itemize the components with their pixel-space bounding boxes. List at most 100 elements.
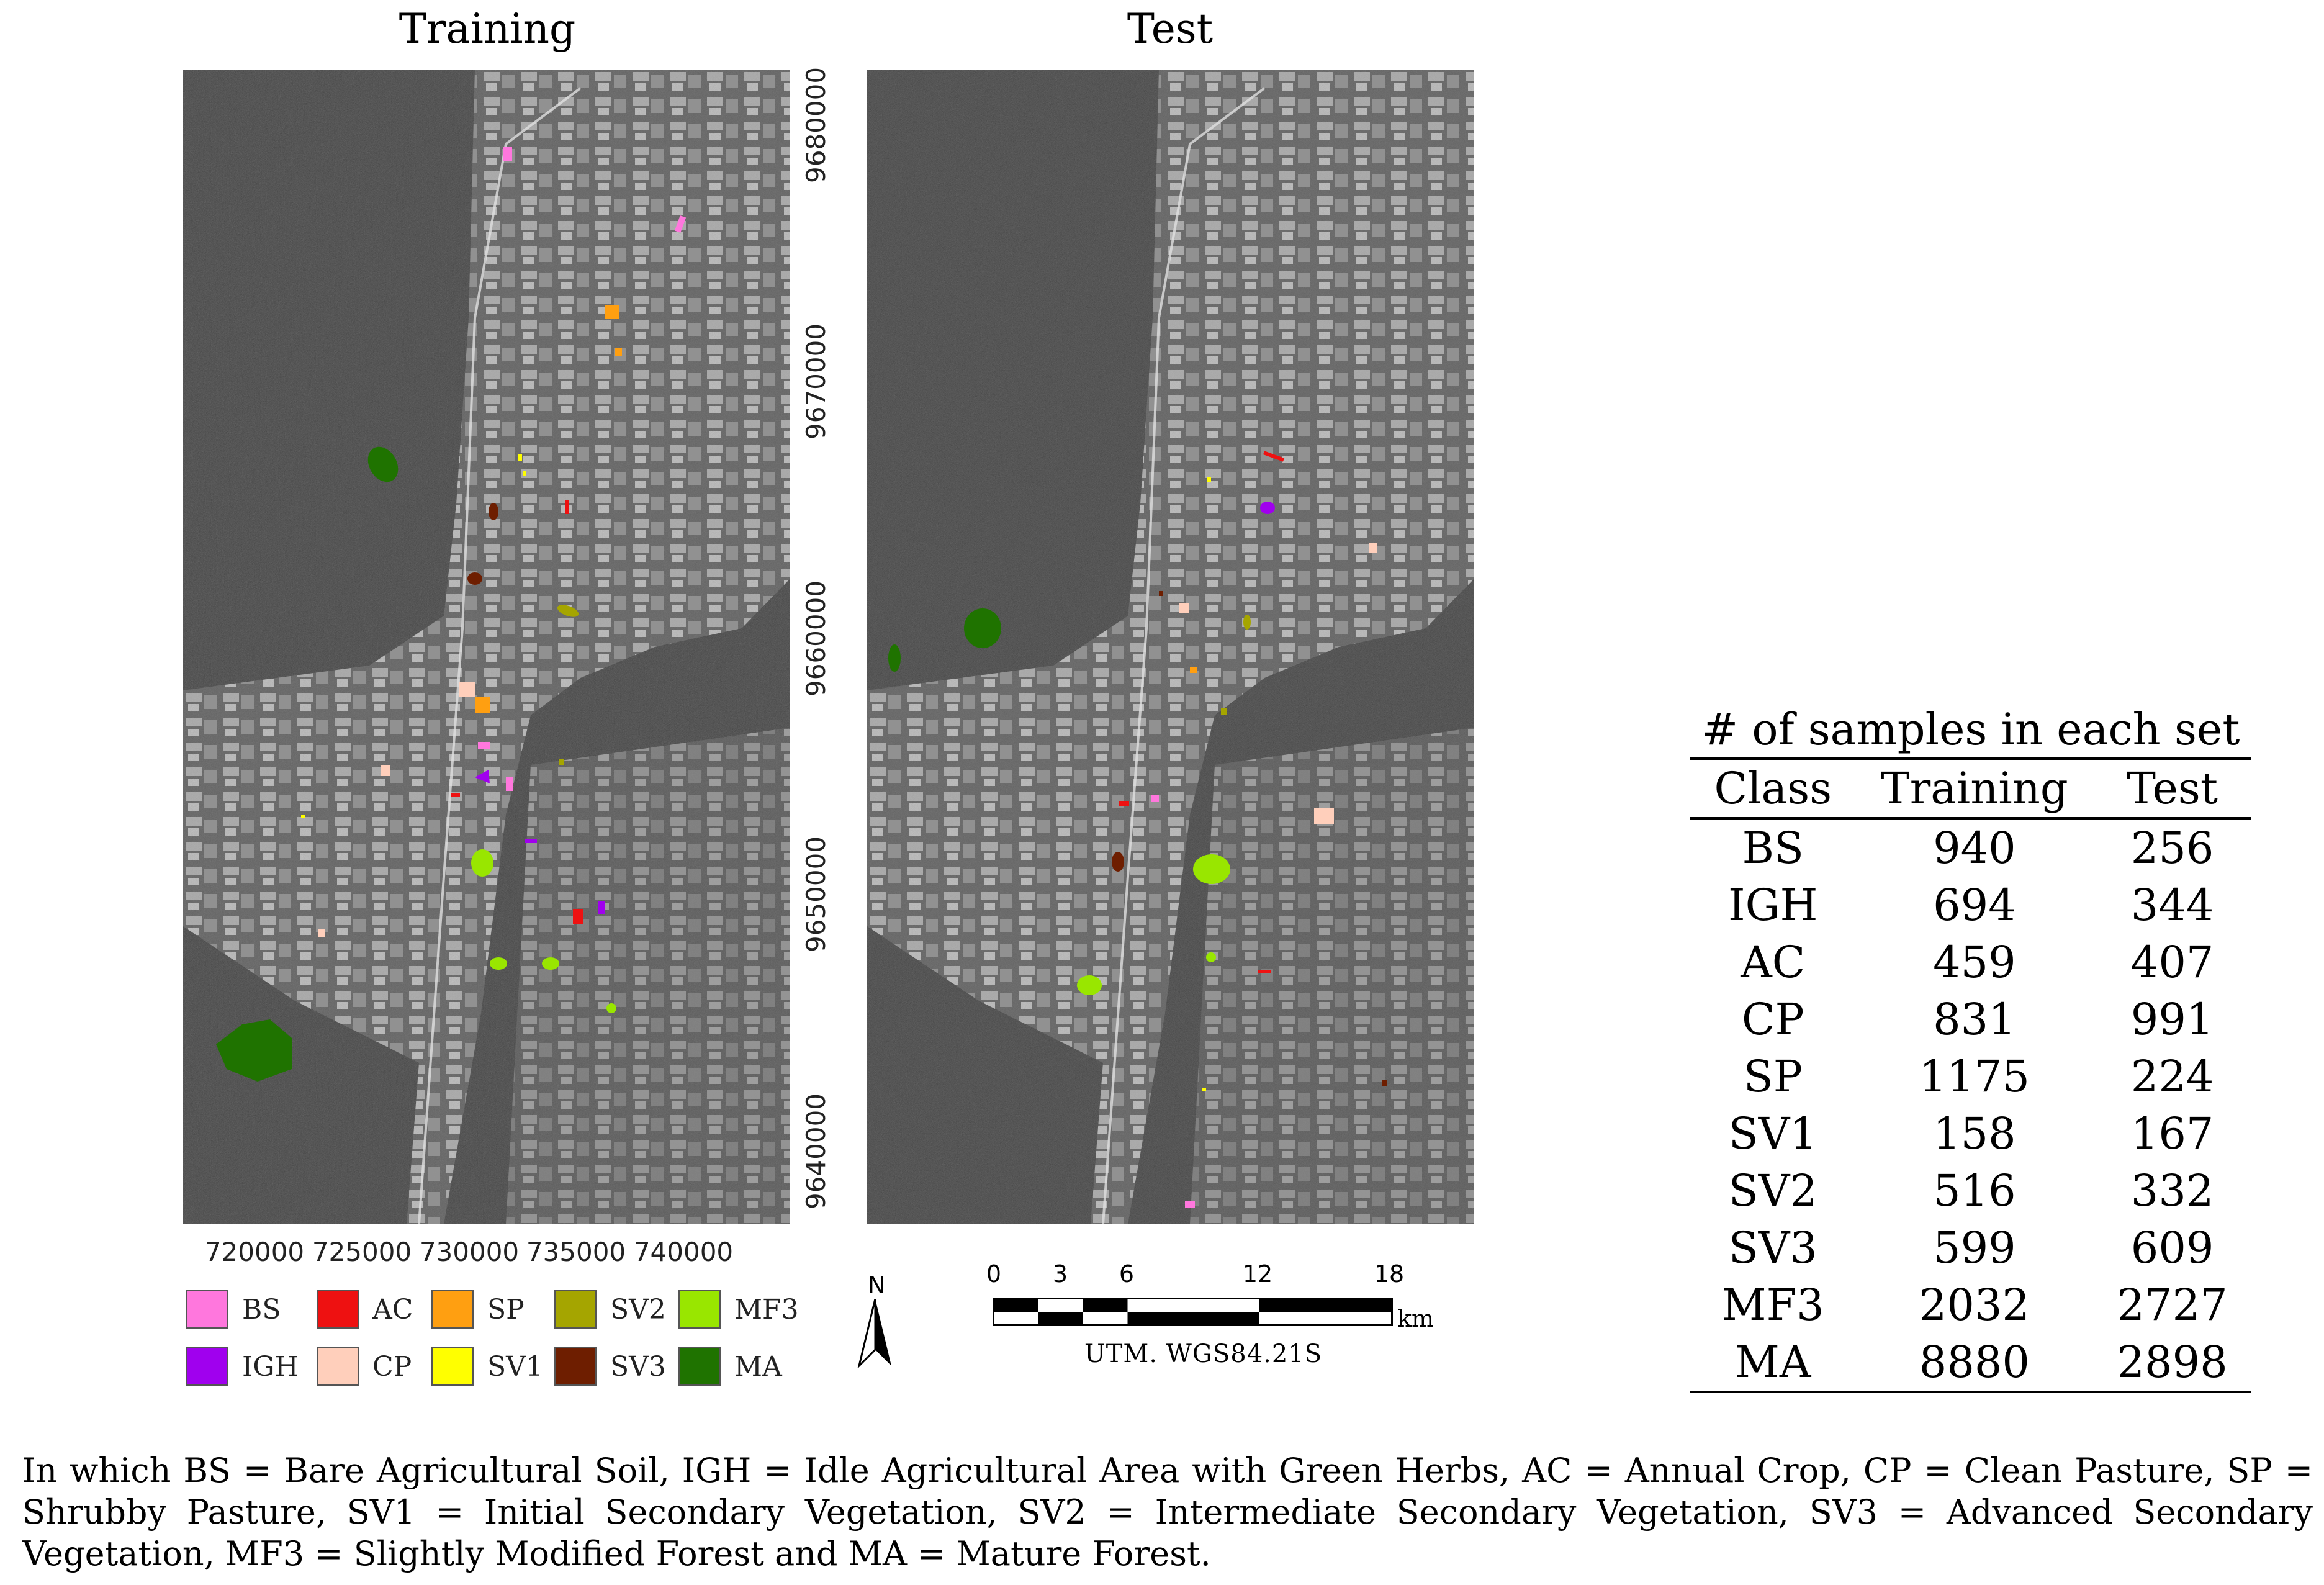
cell-class: SV1 <box>1728 1108 1817 1159</box>
samples-table: # of samples in each set Class Training … <box>1690 704 2251 1393</box>
legend-item-sv3: SV3 <box>554 1347 666 1386</box>
y-tick-9670000: 9670000 <box>801 323 831 440</box>
table-row: MF3 2032 2727 <box>1690 1276 2251 1334</box>
training-map-image <box>183 70 790 1224</box>
legend-item-sp: SP <box>431 1290 525 1329</box>
legend-label-ac: AC <box>372 1293 413 1325</box>
legend-label-sv3: SV3 <box>610 1350 666 1383</box>
table-row: CP 831 991 <box>1690 991 2251 1048</box>
legend-item-sv1: SV1 <box>431 1347 543 1386</box>
scale-tick-3: 3 <box>1052 1260 1068 1288</box>
cell-training: 2032 <box>1919 1280 2030 1330</box>
cell-training: 8880 <box>1855 1334 2094 1393</box>
cell-training: 158 <box>1933 1108 2016 1159</box>
legend-item-bs: BS <box>186 1290 281 1329</box>
y-tick-9660000: 9660000 <box>801 580 831 697</box>
cell-test: 344 <box>2130 880 2214 931</box>
table-row: IGH 694 344 <box>1690 877 2251 934</box>
legend-label-ma: MA <box>734 1350 782 1383</box>
legend-swatch-ac <box>317 1290 359 1329</box>
x-tick-740000: 740000 <box>633 1237 734 1267</box>
legend-swatch-ma <box>678 1347 721 1386</box>
cell-training: 1175 <box>1919 1051 2030 1102</box>
cell-training: 694 <box>1933 880 2016 931</box>
legend-swatch-bs <box>186 1290 228 1329</box>
cell-test: 2727 <box>2117 1280 2228 1330</box>
legend-item-igh: IGH <box>186 1347 299 1386</box>
legend-swatch-sp <box>431 1290 474 1329</box>
cell-test: 256 <box>2130 823 2214 874</box>
x-tick-735000: 735000 <box>526 1237 626 1267</box>
x-tick-725000: 725000 <box>312 1237 412 1267</box>
legend-label-sv1: SV1 <box>487 1350 543 1383</box>
legend-swatch-sv2 <box>554 1290 597 1329</box>
scale-tick-18: 18 <box>1374 1260 1405 1288</box>
legend-label-igh: IGH <box>242 1350 299 1383</box>
x-tick-730000: 730000 <box>419 1237 520 1267</box>
legend-item-ac: AC <box>317 1290 413 1329</box>
cell-class: BS <box>1742 823 1804 874</box>
projection-label: UTM. WGS84.21S <box>1084 1340 1323 1368</box>
cell-test: 991 <box>2130 994 2214 1045</box>
legend-item-mf3: MF3 <box>678 1290 799 1329</box>
cell-test: 332 <box>2130 1165 2214 1216</box>
cell-class: MF3 <box>1721 1280 1824 1330</box>
legend-label-sp: SP <box>487 1293 525 1325</box>
scale-tick-0: 0 <box>986 1260 1002 1288</box>
cell-training: 516 <box>1933 1165 2016 1216</box>
cell-class: SV3 <box>1728 1222 1817 1273</box>
training-map <box>183 70 790 1224</box>
table-row: SV2 516 332 <box>1690 1162 2251 1219</box>
legend-swatch-sv1 <box>431 1347 474 1386</box>
header-class: Class <box>1690 757 1856 820</box>
cell-class: CP <box>1741 994 1804 1045</box>
legend-item-cp: CP <box>317 1347 412 1386</box>
legend-swatch-sv3 <box>554 1347 597 1386</box>
cell-class: SP <box>1743 1051 1803 1102</box>
cell-class: SV2 <box>1728 1165 1817 1216</box>
cell-test: 2898 <box>2093 1334 2251 1393</box>
table-header-row: Class Training Test <box>1690 757 2251 820</box>
table-row: SP 1175 224 <box>1690 1048 2251 1105</box>
cell-training: 599 <box>1933 1222 2016 1273</box>
header-training: Training <box>1855 757 2094 820</box>
legend-label-sv2: SV2 <box>610 1293 666 1325</box>
y-tick-9650000: 9650000 <box>801 836 831 952</box>
table-row: BS 940 256 <box>1690 818 2251 877</box>
scale-tick-12: 12 <box>1242 1260 1273 1288</box>
x-tick-720000: 720000 <box>204 1237 305 1267</box>
cell-class: IGH <box>1727 880 1818 931</box>
cell-training: 831 <box>1933 994 2016 1045</box>
table-row: MA 8880 2898 <box>1690 1334 2251 1393</box>
scale-bar: 0 3 6 12 18 km UTM. WGS84.21S <box>986 1260 1462 1378</box>
cell-training: 459 <box>1933 937 2016 988</box>
cell-test: 609 <box>2130 1222 2214 1273</box>
cell-class: MA <box>1690 1334 1856 1393</box>
legend-label-mf3: MF3 <box>734 1293 799 1325</box>
scale-unit: km <box>1397 1305 1434 1332</box>
legend-item-sv2: SV2 <box>554 1290 666 1329</box>
legend-swatch-cp <box>317 1347 359 1386</box>
table-row: SV3 599 609 <box>1690 1219 2251 1276</box>
scale-tick-6: 6 <box>1119 1260 1135 1288</box>
cell-test: 167 <box>2130 1108 2214 1159</box>
y-tick-9680000: 9680000 <box>801 66 831 183</box>
legend-label-bs: BS <box>242 1293 281 1325</box>
legend-swatch-mf3 <box>678 1290 721 1329</box>
test-map <box>867 70 1474 1224</box>
header-test: Test <box>2093 757 2251 820</box>
table-row: AC 459 407 <box>1690 934 2251 991</box>
training-panel-title: Training <box>399 5 576 53</box>
cell-test: 224 <box>2130 1051 2214 1102</box>
test-panel-title: Test <box>1127 5 1214 53</box>
cell-training: 940 <box>1933 823 2016 874</box>
cell-class: AC <box>1741 937 1806 988</box>
test-map-image <box>867 70 1474 1224</box>
north-arrow: N <box>857 1271 900 1371</box>
class-abbreviation-footnote: In which BS = Bare Agricultural Soil, IG… <box>22 1451 2313 1573</box>
scale-bar-graphic <box>993 1298 1393 1326</box>
table-caption: # of samples in each set <box>1701 704 2240 755</box>
cell-test: 407 <box>2130 937 2214 988</box>
north-label: N <box>868 1271 886 1299</box>
legend-item-ma: MA <box>678 1347 782 1386</box>
